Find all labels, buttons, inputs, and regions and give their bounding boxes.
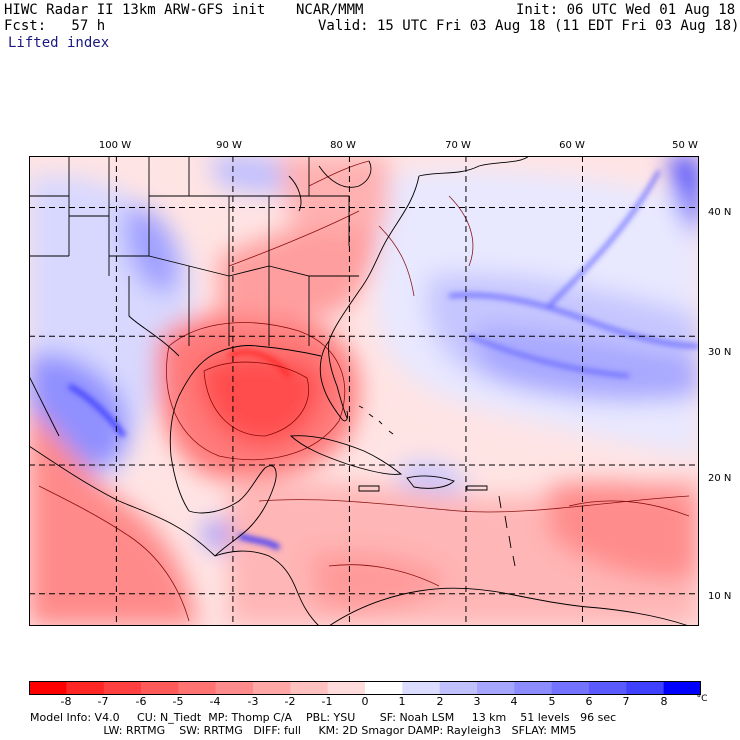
lon-label-70w: 70 W bbox=[445, 140, 471, 151]
colorbar-swatch bbox=[589, 681, 627, 695]
colorbar-unit: °C bbox=[696, 694, 708, 704]
field-name: Lifted index bbox=[8, 35, 110, 51]
org-label: NCAR/MMM bbox=[296, 2, 364, 18]
colorbar bbox=[29, 681, 701, 695]
map-border bbox=[29, 156, 699, 626]
colorbar-border bbox=[29, 681, 701, 695]
colorbar-swatch bbox=[551, 681, 590, 695]
colorbar-label-neg6: -6 bbox=[135, 695, 147, 708]
colorbar-label-neg5: -5 bbox=[172, 695, 184, 708]
colorbar-swatch bbox=[402, 681, 441, 695]
init-time: Init: 06 UTC Wed 01 Aug 18 bbox=[516, 2, 736, 18]
colorbar-swatch bbox=[365, 681, 403, 695]
colorbar-label-neg7: -7 bbox=[97, 695, 109, 708]
field-shading bbox=[29, 156, 699, 626]
colorbar-swatch bbox=[327, 681, 366, 695]
lifted-index-map bbox=[29, 156, 699, 626]
lat-label-10n: 10 N bbox=[708, 591, 732, 602]
colorbar-label-neg1: -1 bbox=[321, 695, 333, 708]
forecast-hour: Fcst: 57 h bbox=[4, 18, 106, 34]
lat-label-40n: 40 N bbox=[708, 207, 732, 218]
colorbar-label-5: 5 bbox=[548, 695, 556, 708]
colorbar-label-2: 2 bbox=[436, 695, 444, 708]
model-info-line1: Model Info: V4.0 CU: N_Tiedt MP: Thomp C… bbox=[30, 711, 617, 724]
colorbar-swatch bbox=[103, 681, 142, 695]
colorbar-label-1: 1 bbox=[398, 695, 406, 708]
colorbar-label-neg8: -8 bbox=[60, 695, 72, 708]
colorbar-label-0: 0 bbox=[361, 695, 369, 708]
fine-structure bbox=[67, 170, 699, 551]
colorbar-label-7: 7 bbox=[622, 695, 630, 708]
lon-label-100w: 100 W bbox=[98, 140, 132, 151]
colorbar-swatch bbox=[290, 681, 329, 695]
colorbar-label-neg2: -2 bbox=[284, 695, 296, 708]
colorbar-label-neg4: -4 bbox=[209, 695, 221, 708]
lon-label-80w: 80 W bbox=[330, 140, 356, 151]
colorbar-swatch bbox=[66, 681, 105, 695]
grid-lines bbox=[29, 156, 699, 626]
lon-label-90w: 90 W bbox=[216, 140, 242, 151]
valid-time: Valid: 15 UTC Fri 03 Aug 18 (11 EDT Fri … bbox=[318, 18, 740, 34]
colorbar-label-6: 6 bbox=[585, 695, 593, 708]
colorbar-swatch bbox=[178, 681, 217, 695]
colorbar-label-neg3: -3 bbox=[247, 695, 259, 708]
lat-label-30n: 30 N bbox=[708, 347, 732, 358]
model-title: HIWC Radar II 13km ARW-GFS init bbox=[4, 2, 266, 18]
colorbar-swatch bbox=[439, 681, 478, 695]
model-info-line2: LW: RRTMG SW: RRTMG DIFF: full KM: 2D Sm… bbox=[30, 724, 577, 737]
colorbar-label-4: 4 bbox=[510, 695, 518, 708]
lat-label-20n: 20 N bbox=[708, 473, 732, 484]
colorbar-swatch bbox=[29, 681, 67, 695]
colorbar-swatch bbox=[663, 681, 701, 695]
colorbar-swatch bbox=[477, 681, 515, 695]
colorbar-label-8: 8 bbox=[660, 695, 668, 708]
colorbar-swatch bbox=[215, 681, 254, 695]
contours bbox=[38, 160, 690, 622]
colorbar-label-3: 3 bbox=[473, 695, 481, 708]
colorbar-swatch bbox=[626, 681, 665, 695]
colorbar-swatch bbox=[253, 681, 291, 695]
colorbar-swatch bbox=[514, 681, 553, 695]
lon-label-50w: 50 W bbox=[672, 140, 698, 151]
lon-label-60w: 60 W bbox=[559, 140, 585, 151]
colorbar-swatch bbox=[141, 681, 179, 695]
